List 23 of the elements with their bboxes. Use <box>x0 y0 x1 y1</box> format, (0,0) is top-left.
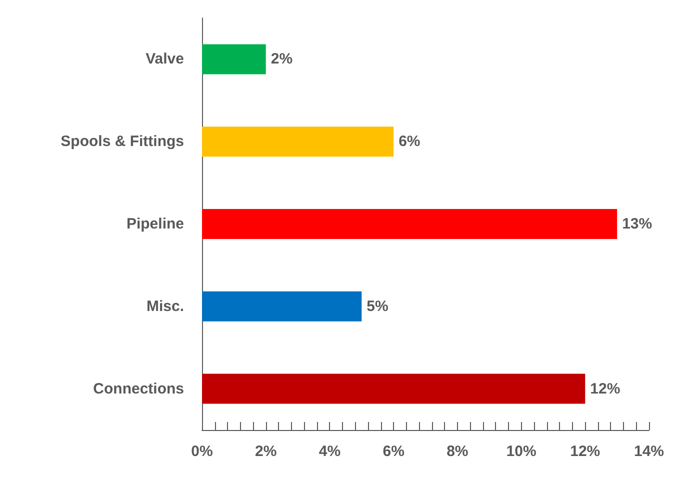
y-tick-label: Valve <box>146 50 184 68</box>
y-tick-label: Misc. <box>146 298 184 315</box>
x-tick-label: 10% <box>506 443 536 460</box>
bar <box>202 44 266 74</box>
x-tick-label: 0% <box>191 443 213 460</box>
x-tick-label: 14% <box>634 443 664 460</box>
data-label: 5% <box>366 298 388 315</box>
data-label: 12% <box>590 380 620 398</box>
x-tick-label: 12% <box>570 443 600 460</box>
x-tick-label: 8% <box>446 443 468 460</box>
bar <box>202 209 618 239</box>
bar <box>202 291 362 322</box>
data-label: 6% <box>398 133 420 150</box>
y-tick-label: Connections <box>93 380 184 398</box>
bar <box>202 374 586 404</box>
y-tick-label: Spools & Fittings <box>60 133 184 150</box>
x-tick-label: 6% <box>382 443 404 460</box>
x-tick-label: 4% <box>318 443 341 460</box>
data-label: 2% <box>270 50 293 68</box>
data-label: 13% <box>622 216 652 232</box>
bar <box>202 126 394 157</box>
y-tick-label: Pipeline <box>126 216 184 232</box>
x-tick-label: 2% <box>255 443 277 460</box>
